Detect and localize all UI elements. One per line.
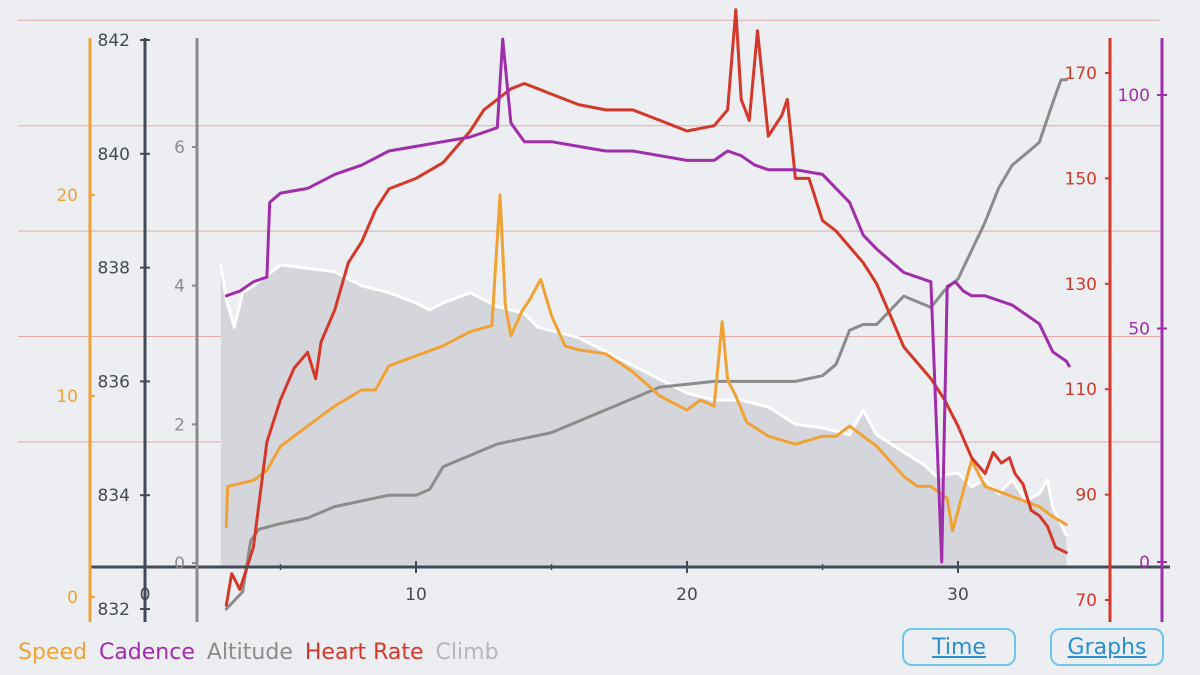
- series-line-altitude: [224, 78, 1068, 611]
- altitude-axis-tick-label: 842: [98, 31, 130, 51]
- series-line-speed: [224, 193, 1068, 533]
- climb-area: [220, 264, 1067, 567]
- series-lines: [219, 8, 1071, 611]
- legend: Speed Cadence Altitude Heart Rate Climb: [18, 640, 499, 665]
- speed-axis-tick-label: 20: [56, 186, 78, 206]
- altitude-axis-tick-label: 836: [98, 372, 130, 392]
- climb-axis-tick-label: 2: [174, 415, 185, 435]
- legend-altitude: Altitude: [206, 640, 293, 665]
- legend-heart-rate: Heart Rate: [304, 640, 424, 665]
- climb-axis-tick-label: 6: [174, 138, 185, 158]
- speed-axis-tick-label: 10: [56, 387, 78, 407]
- cadence-axis-tick-label: 100: [1118, 86, 1150, 106]
- series-line-heart-rate: [224, 8, 1068, 607]
- x-tick-label: 20: [676, 585, 698, 605]
- altitude-axis-tick-label: 838: [98, 259, 130, 279]
- heart-rate-axis-tick-label: 90: [1075, 486, 1097, 506]
- heart-rate-axis-tick-label: 150: [1065, 169, 1097, 189]
- altitude-axis-tick-label: 834: [98, 486, 130, 506]
- legend-speed: Speed: [18, 640, 87, 665]
- climb-axis-tick-label: 4: [174, 277, 185, 297]
- series-line-cadence: [224, 37, 1071, 564]
- x-tick-label: 30: [947, 585, 969, 605]
- legend-cadence: Cadence: [98, 640, 195, 665]
- speed-axis-tick-label: 0: [67, 588, 78, 608]
- cadence-axis-tick-label: 50: [1128, 320, 1150, 340]
- heart-rate-axis-tick-label: 110: [1065, 380, 1097, 400]
- legend-climb: Climb: [435, 640, 499, 665]
- axes: 0 10 20 30 0 10 20 832 834 836 838 840 842 0 2 4 6 70 90 11…: [56, 31, 1170, 622]
- graphs-button[interactable]: Graphs: [1050, 628, 1164, 666]
- heart-rate-axis-tick-label: 130: [1065, 275, 1097, 295]
- climb-axis-tick-label: 0: [174, 554, 185, 574]
- heart-rate-axis-tick-label: 170: [1065, 64, 1097, 84]
- cadence-axis-tick-label: 0: [1139, 553, 1150, 573]
- x-tick-label: 10: [405, 585, 427, 605]
- time-button[interactable]: Time: [902, 628, 1016, 666]
- altitude-axis-tick-label: 840: [98, 145, 130, 165]
- altitude-axis-tick-label: 832: [98, 600, 130, 620]
- heart-rate-gridlines: [18, 19, 1160, 443]
- heart-rate-axis-tick-label: 70: [1075, 591, 1097, 611]
